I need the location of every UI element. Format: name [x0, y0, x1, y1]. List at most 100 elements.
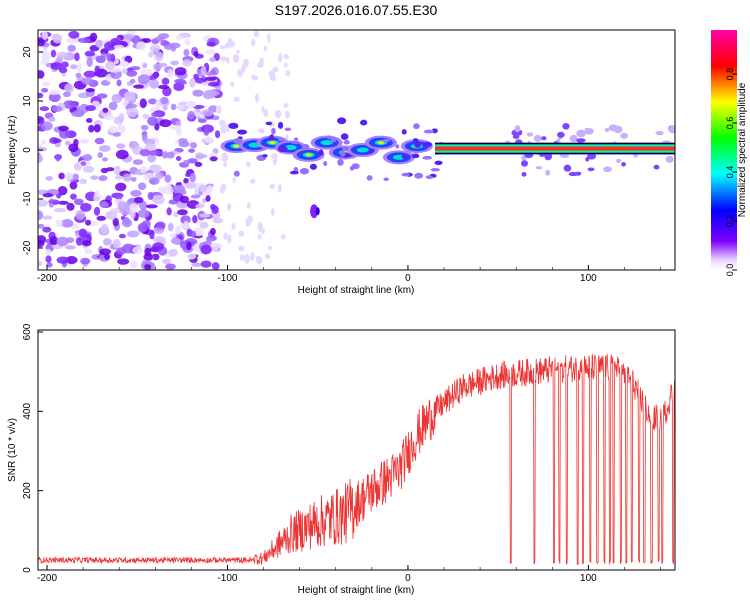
noise-blob — [63, 100, 76, 109]
noise-blob — [106, 53, 113, 62]
noise-blob — [218, 120, 224, 126]
noise-blob — [38, 147, 48, 152]
noise-blob — [137, 74, 151, 85]
spectrogram-y-ticks: -20 -10 0 10 20 — [22, 46, 43, 255]
noise-blob — [192, 89, 204, 97]
noise-blob — [66, 202, 75, 211]
noise-blob — [194, 161, 203, 167]
noise-blob — [38, 223, 45, 229]
signal-scatter — [395, 144, 400, 149]
signal-scatter — [277, 137, 284, 142]
noise-blob — [190, 142, 198, 149]
noise-blob — [94, 65, 101, 74]
noise-blob — [263, 108, 269, 118]
signal-scatter — [422, 155, 433, 160]
noise-blob — [151, 253, 160, 261]
y-tick-label: 400 — [22, 403, 33, 420]
signal-scatter — [576, 129, 586, 138]
noise-blob — [112, 131, 121, 137]
noise-blob — [274, 109, 282, 119]
noise-blob — [54, 207, 67, 213]
spectrogram-y-label: Frequency (Hz) — [7, 116, 18, 185]
noise-blob — [56, 256, 70, 264]
signal-peak — [377, 141, 384, 145]
signal-scatter — [382, 138, 391, 143]
noise-blob — [64, 172, 73, 181]
noise-blob — [126, 107, 139, 118]
noise-blob — [186, 253, 197, 260]
signal-scatter — [668, 125, 675, 134]
snr-plot-area — [38, 330, 675, 570]
y-tick-label: 0 — [22, 567, 33, 573]
signal-scatter — [232, 138, 243, 144]
noise-blob — [227, 234, 232, 245]
noise-blob — [38, 260, 43, 267]
noise-blob — [165, 263, 176, 270]
noise-blob — [132, 246, 143, 255]
noise-blob — [170, 103, 177, 111]
signal-scatter — [337, 158, 344, 166]
noise-blob — [183, 177, 189, 184]
noise-blob — [111, 93, 123, 103]
noise-blob — [315, 207, 320, 216]
noise-blob — [51, 105, 63, 113]
noise-blob — [166, 207, 172, 216]
noise-blob — [219, 185, 225, 194]
noise-blob — [143, 253, 154, 261]
x-tick-label: 100 — [580, 273, 597, 284]
noise-blob — [85, 118, 93, 123]
noise-blob — [199, 221, 209, 229]
noise-blob — [81, 240, 92, 247]
noise-blob — [48, 199, 60, 204]
noise-blob — [155, 99, 161, 110]
noise-blob — [103, 114, 115, 121]
noise-blob — [175, 104, 185, 110]
noise-blob — [175, 156, 182, 161]
signal-band-core — [434, 146, 675, 151]
noise-blob — [195, 203, 205, 209]
noise-blob — [233, 96, 240, 102]
noise-blob — [126, 70, 138, 77]
noise-blob — [112, 238, 121, 249]
noise-blob — [38, 154, 44, 164]
noise-blob — [203, 127, 210, 136]
x-tick-label: -100 — [217, 573, 237, 584]
noise-blob — [119, 60, 130, 68]
signal-scatter — [368, 149, 374, 154]
noise-blob — [84, 248, 93, 255]
noise-blob — [192, 215, 198, 224]
noise-blob — [281, 233, 286, 240]
signal-scatter — [301, 144, 310, 150]
noise-blob — [155, 221, 166, 229]
noise-blob — [70, 193, 77, 200]
noise-blob — [89, 32, 98, 42]
signal-scatter — [237, 129, 248, 135]
noise-blob — [251, 74, 255, 80]
noise-blob — [118, 113, 125, 123]
noise-blob — [200, 260, 212, 268]
noise-blob — [208, 81, 220, 87]
signal-scatter — [309, 163, 317, 170]
noise-blob — [134, 196, 144, 204]
noise-blob — [79, 103, 90, 114]
noise-blob — [61, 219, 74, 228]
noise-blob — [136, 41, 147, 51]
noise-blob — [49, 89, 61, 96]
signal-scatter — [423, 129, 434, 134]
noise-blob — [193, 51, 199, 57]
noise-blob — [79, 178, 88, 185]
noise-blob — [148, 51, 154, 58]
noise-blob — [75, 72, 82, 78]
noise-blob — [175, 34, 184, 41]
x-tick-label: 0 — [405, 573, 411, 584]
noise-blob — [40, 87, 49, 93]
noise-blob — [41, 139, 47, 145]
noise-blob — [223, 162, 227, 168]
noise-blob — [113, 44, 124, 49]
noise-blob — [103, 238, 112, 246]
noise-blob — [164, 174, 172, 183]
noise-blob — [78, 228, 88, 238]
noise-blob — [129, 260, 138, 269]
colorbar: 0.0 0.2 0.4 0.6 0.8 Normalized spectral ampl… — [711, 30, 748, 276]
